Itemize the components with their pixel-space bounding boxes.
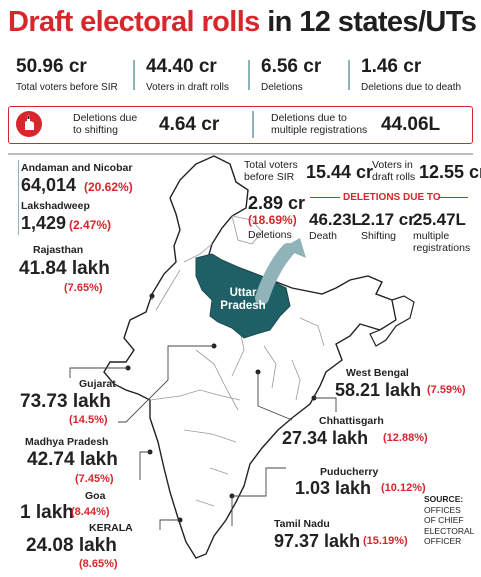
andaman-value: 64,014	[21, 175, 77, 195]
stat-total-value: 50.96 cr	[16, 56, 87, 77]
up-shifting-label: Shifting	[361, 230, 397, 242]
india-map	[69, 155, 415, 559]
stat-death-label: Deletions due to death	[361, 82, 462, 93]
kerala-value: 24.08 lakh	[26, 535, 117, 556]
lakshadweep-pct: (2.47%)	[69, 218, 112, 232]
goa-pct: (8.44%)	[71, 506, 110, 518]
source-note: SOURCE: OFFICES OF CHIEF ELECTORAL OFFIC…	[424, 494, 475, 546]
up-deletions-pct: (18.69%)	[248, 213, 297, 227]
top-stats-row: 50.96 cr Total voters before SIR 44.40 c…	[0, 56, 481, 96]
madhya-pradesh-name: Madhya Pradesh	[25, 436, 109, 448]
kerala-pct: (8.65%)	[79, 558, 118, 570]
chhattisgarh-value: 27.34 lakh	[282, 428, 369, 448]
stat-draft-value: 44.40 cr	[146, 56, 217, 77]
page-title: Draft electoral rolls in 12 states/UTs	[8, 6, 477, 39]
title-part-1: Draft electoral rolls	[8, 6, 260, 38]
up-death-label: Death	[309, 230, 338, 242]
rajasthan-name: Rajasthan	[33, 244, 84, 256]
islands-box	[18, 160, 158, 235]
header-rule	[310, 197, 340, 198]
lakshadweep-value: 1,429	[21, 213, 67, 233]
shifting-value: 4.64 cr	[159, 114, 220, 135]
up-multi-value: 25.47L	[413, 210, 466, 229]
divider	[248, 60, 250, 90]
shifting-label: Deletions due to shifting	[73, 112, 138, 136]
tamil-nadu-name: Tamil Nadu	[274, 518, 330, 530]
rajasthan-value: 41.84 lakh	[19, 258, 110, 279]
callout-arrow	[255, 243, 295, 305]
northeast-outline	[369, 295, 415, 347]
up-deletions-label: Deletions	[248, 229, 292, 241]
tamil-nadu-pct: (15.19%)	[363, 535, 408, 547]
callout-arrow-head	[282, 238, 306, 258]
up-multi-label: multiple registrations	[413, 230, 471, 254]
divider	[348, 60, 350, 90]
stat-deletions-label: Deletions	[261, 82, 303, 93]
chhattisgarh-pct: (12.88%)	[383, 432, 428, 444]
tamil-nadu-value: 97.37 lakh	[274, 531, 361, 551]
rajasthan-pct: (7.65%)	[64, 282, 103, 294]
voter-finger-icon	[16, 111, 42, 137]
andaman-pct: (20.62%)	[84, 180, 133, 194]
west-bengal-value: 58.21 lakh	[335, 380, 422, 400]
kerala-name: KERALA	[89, 522, 133, 534]
goa-value: 1 lakh	[20, 502, 74, 523]
uttar-pradesh-region	[195, 253, 291, 339]
stat-deletions-value: 6.56 cr	[261, 56, 322, 77]
up-total-value: 15.44 cr	[306, 162, 374, 182]
stat-draft-label: Voters in draft rolls	[146, 82, 229, 93]
section-divider	[8, 153, 473, 155]
andaman-name: Andaman and Nicobar	[21, 162, 133, 174]
goa-name: Goa	[85, 490, 106, 502]
up-deletions-value: 2.89 cr	[248, 193, 306, 213]
stat-death-value: 1.46 cr	[361, 56, 422, 77]
west-bengal-pct: (7.59%)	[427, 384, 466, 396]
stat-total-label: Total voters before SIR	[16, 82, 118, 93]
gujarat-pct: (14.5%)	[69, 414, 108, 426]
puducherry-pct: (10.12%)	[381, 482, 426, 494]
up-shifting-value: 2.17 cr	[361, 210, 415, 229]
madhya-pradesh-pct: (7.45%)	[75, 473, 114, 485]
uttar-pradesh-label: Uttar Pradesh	[220, 287, 266, 312]
up-total-label: Total voters before SIR	[244, 159, 298, 183]
callout-lines	[69, 296, 337, 530]
madhya-pradesh-value: 42.74 lakh	[27, 449, 118, 470]
divider	[133, 60, 135, 90]
deletions-strip: Deletions due to shifting 4.64 cr Deleti…	[8, 106, 473, 144]
chhattisgarh-name: Chhattisgarh	[319, 415, 384, 427]
divider	[252, 111, 254, 138]
puducherry-name: Puducherry	[320, 466, 379, 478]
gujarat-value: 73.73 lakh	[20, 391, 111, 412]
header-rule	[438, 197, 468, 198]
state-borders	[149, 215, 325, 507]
up-draft-value: 12.55 cr	[419, 162, 481, 182]
gujarat-name: Gujarat	[79, 378, 116, 390]
multi-registration-value: 44.06L	[381, 114, 441, 135]
deletions-due-to-header: DELETIONS DUE TO	[343, 192, 441, 203]
puducherry-value: 1.03 lakh	[295, 478, 372, 498]
title-part-2: in 12 states/UTs	[267, 6, 477, 38]
lakshadweep-name: Lakshadweep	[21, 200, 90, 212]
west-bengal-name: West Bengal	[346, 367, 409, 379]
up-death-value: 46.23L	[309, 210, 362, 229]
up-draft-label: Voters in draft rolls	[372, 159, 416, 183]
multi-registration-label: Deletions due to multiple registrations	[271, 112, 368, 136]
